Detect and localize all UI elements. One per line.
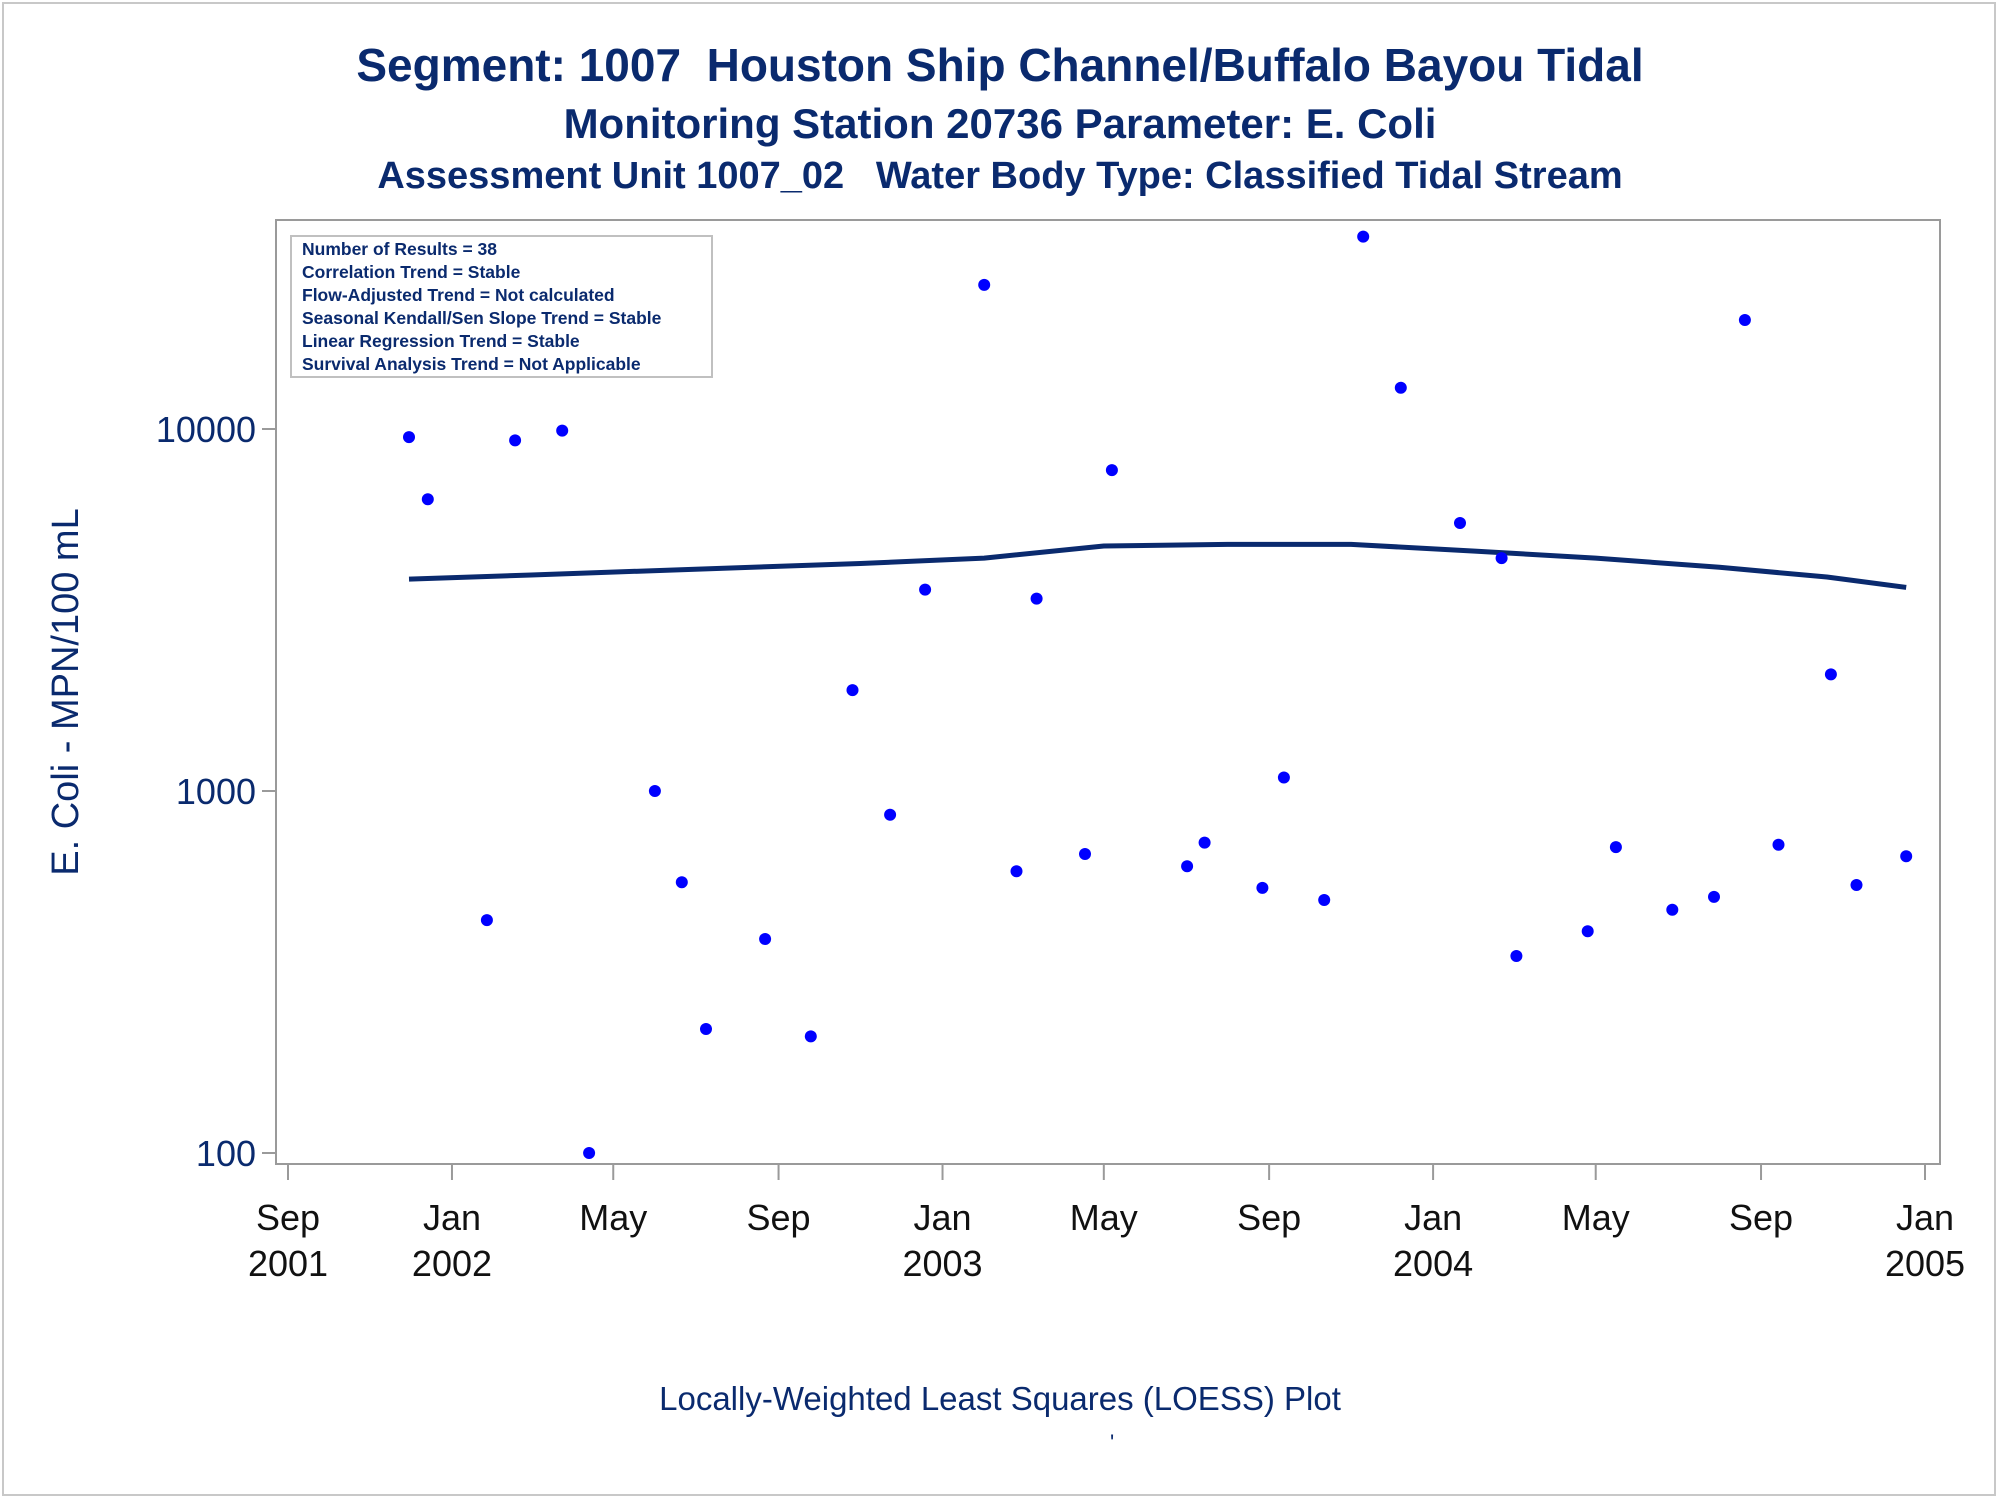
x-tick-year-label: 2005	[1885, 1243, 1965, 1284]
chart-subtitle-station: Monitoring Station 20736 Parameter: E. C…	[563, 100, 1437, 147]
data-point	[1454, 517, 1466, 529]
data-point	[1181, 860, 1194, 873]
data-point	[1824, 668, 1837, 681]
x-tick-label: Sep	[747, 1197, 811, 1238]
y-axis-label: E. Coli - MPN/100 mL	[45, 508, 87, 875]
y-tick-label: 100	[196, 1133, 256, 1174]
data-point	[1277, 771, 1290, 784]
chart-title: Segment: 1007 Houston Ship Channel/Buffa…	[356, 39, 1644, 91]
data-point	[1030, 592, 1043, 605]
x-tick-label: Jan	[423, 1197, 481, 1238]
data-point	[1357, 230, 1370, 243]
data-point	[846, 684, 859, 697]
data-point	[1738, 314, 1751, 326]
stats-box	[290, 235, 713, 378]
data-point	[556, 424, 569, 437]
data-point	[403, 431, 415, 444]
stats-line: Seasonal Kendall/Sen Slope Trend = Stabl…	[302, 308, 662, 328]
data-point	[1581, 925, 1594, 938]
data-point	[1256, 881, 1269, 894]
x-tick-label: May	[1562, 1197, 1630, 1238]
data-point	[1510, 950, 1523, 962]
data-point	[1079, 848, 1091, 860]
data-point	[1394, 381, 1407, 394]
stats-line: Linear Regression Trend = Stable	[302, 331, 580, 351]
data-point	[1772, 838, 1785, 851]
x-tick-year-label: 2004	[1393, 1243, 1473, 1284]
stats-line: Correlation Trend = Stable	[302, 262, 521, 282]
data-point	[509, 434, 522, 447]
x-tick-label: Sep	[1237, 1197, 1301, 1238]
y-tick-label: 10000	[156, 409, 256, 450]
data-point	[583, 1147, 596, 1159]
data-point	[884, 808, 897, 821]
chart-subtitle-assessment: Assessment Unit 1007_02 Water Body Type:…	[377, 155, 1623, 197]
y-tick-label: 1000	[176, 771, 256, 812]
data-point	[480, 914, 493, 927]
stats-line: Survival Analysis Trend = Not Applicable	[302, 354, 641, 374]
data-point	[759, 933, 772, 945]
data-point	[919, 583, 932, 596]
x-tick-label: Sep	[256, 1197, 320, 1238]
data-point	[1198, 836, 1211, 849]
data-point	[1010, 865, 1023, 878]
data-point	[804, 1030, 817, 1043]
x-tick-label: Jan	[1404, 1197, 1462, 1238]
x-tick-year-label: 2002	[412, 1243, 492, 1284]
data-point	[1900, 850, 1913, 863]
data-point	[675, 876, 688, 889]
data-point	[978, 278, 991, 291]
x-tick-year-label: 2003	[902, 1243, 982, 1284]
x-tick-label: May	[579, 1197, 647, 1238]
data-point	[700, 1023, 712, 1035]
loess-curve	[408, 541, 1907, 590]
x-tick-label: Sep	[1729, 1197, 1793, 1238]
data-point	[1105, 464, 1118, 477]
data-point	[1850, 879, 1863, 891]
x-tick-label: Jan	[914, 1197, 972, 1238]
data-point	[421, 493, 434, 506]
data-point	[1708, 890, 1720, 903]
data-point	[1495, 552, 1508, 565]
x-tick-year-label: 2001	[248, 1243, 328, 1284]
data-point	[648, 785, 661, 797]
x-tick-label: Jan	[1896, 1197, 1954, 1238]
data-point	[1318, 894, 1331, 906]
stats-line: Flow-Adjusted Trend = Not calculated	[302, 285, 615, 305]
x-tick-label: May	[1070, 1197, 1138, 1238]
footnote-mark: '	[1110, 1430, 1115, 1455]
stats-line: Number of Results = 38	[302, 239, 497, 259]
footnote: Locally-Weighted Least Squares (LOESS) P…	[659, 1380, 1341, 1417]
data-point	[1666, 903, 1679, 916]
data-point	[1609, 841, 1622, 854]
